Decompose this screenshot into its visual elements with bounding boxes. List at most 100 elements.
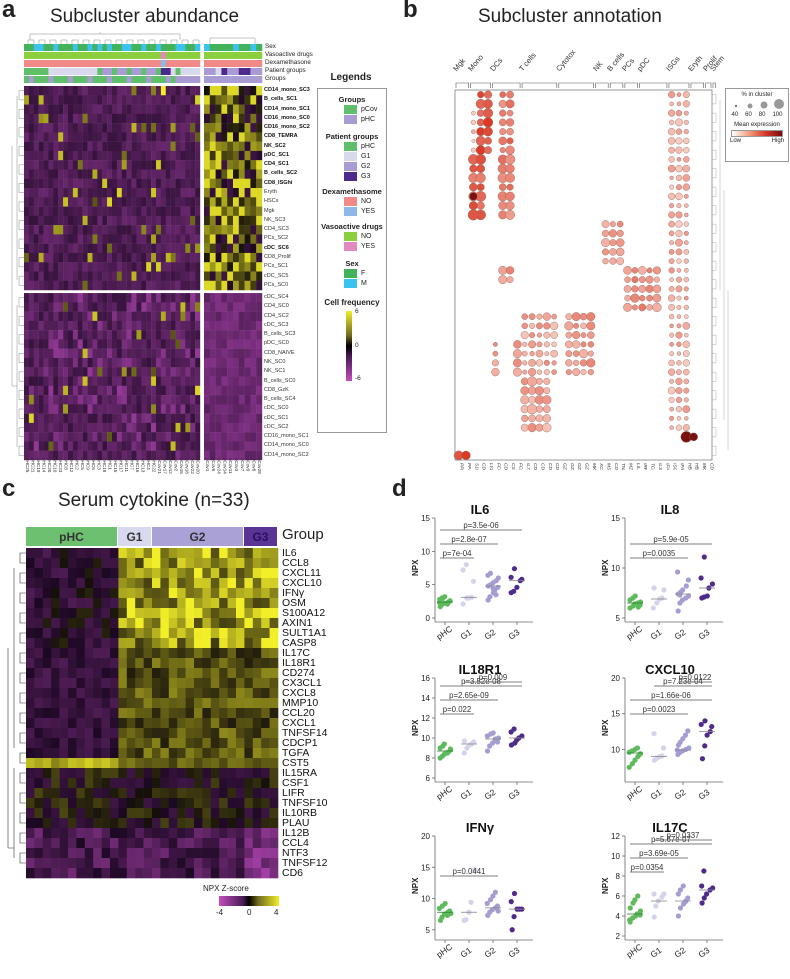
cytokine-row-label: OSM xyxy=(282,597,306,609)
legend-patient-groups-title: Patient groups xyxy=(325,132,379,141)
svg-text:pHC15: pHC15 xyxy=(113,458,118,473)
abundance-row-label: CD16_mono_SC2 xyxy=(264,124,310,131)
abundance-row-label: HSCs xyxy=(264,198,279,205)
abundance-row-label: cDC_SC2 xyxy=(264,423,289,430)
svg-text:pCov17: pCov17 xyxy=(163,458,168,474)
cytokine-row-label: CASP8 xyxy=(282,637,317,649)
cytokine-row-label: NTF3 xyxy=(282,847,309,859)
svg-text:NPX: NPX xyxy=(411,559,420,576)
group-bar-g1: G1 xyxy=(117,527,152,546)
svg-text:pCov28: pCov28 xyxy=(257,458,262,474)
svg-text:5: 5 xyxy=(616,614,621,623)
svg-text:GZMH: GZMH xyxy=(576,463,582,470)
abundance-row-label: cDC_SC3 xyxy=(264,321,289,328)
svg-text:XCL1: XCL1 xyxy=(598,462,604,470)
svg-text:G2: G2 xyxy=(672,627,687,642)
cell-frequency-colorbar xyxy=(346,311,352,381)
annotation-track-label: Dexamethasone xyxy=(265,59,311,66)
cytokine-row-label: IFNγ xyxy=(282,587,305,599)
abundance-row-label: NK_SC2 xyxy=(264,142,286,149)
svg-text:NPX: NPX xyxy=(601,877,610,894)
svg-text:pHC22: pHC22 xyxy=(152,458,157,473)
svg-text:pHC19: pHC19 xyxy=(36,458,41,473)
svg-text:CD3E: CD3E xyxy=(532,463,538,470)
abundance-row-label: Mgk xyxy=(264,207,275,214)
panel-a-label: a xyxy=(2,0,16,23)
panel-d-label: d xyxy=(392,475,407,502)
cytokine-row-label: TNFSF12 xyxy=(282,857,328,869)
p-value-label: p=0.0035 xyxy=(643,549,676,558)
svg-text:pCov22: pCov22 xyxy=(190,458,195,474)
abundance-row-label: CD4_SC0 xyxy=(264,303,289,310)
svg-text:0: 0 xyxy=(426,614,431,623)
p-value-label: p=0.0441 xyxy=(453,867,486,876)
dotplot-legend: % in cluster 40 60 80 100 Mean expressio… xyxy=(725,88,789,162)
npx-zscore-title: NPX Z-score xyxy=(203,884,249,893)
legend-item: YES xyxy=(344,206,386,216)
svg-text:pHC20: pHC20 xyxy=(47,458,52,473)
svg-text:NPX: NPX xyxy=(601,719,610,736)
annotation-track-label: Groups xyxy=(265,75,286,82)
abundance-row-label: B_cells_SC4 xyxy=(264,396,296,403)
plot-title: IFNγ xyxy=(466,820,495,835)
svg-text:pHC25: pHC25 xyxy=(25,458,30,473)
svg-text:pHC3: pHC3 xyxy=(97,458,102,470)
abundance-row-label: CD14_mono_SC1 xyxy=(264,105,310,112)
panel-b-title: Subcluster annotation xyxy=(478,6,662,27)
abundance-row-label: CD14_mono_SC2 xyxy=(264,451,309,458)
svg-text:G1: G1 xyxy=(648,627,663,642)
p-value-label: p=3.69e-05 xyxy=(639,849,679,858)
annotation-track-label: Vasoactive drugs xyxy=(265,51,313,58)
svg-text:pCov14: pCov14 xyxy=(222,458,227,474)
group-bar-g3: G3 xyxy=(243,527,278,546)
abundance-row-label: CD16_mono_SC0 xyxy=(264,114,310,121)
svg-text:8: 8 xyxy=(426,754,431,763)
svg-text:CD8A: CD8A xyxy=(547,463,553,470)
panel-c-title: Serum cytokine (n=33) xyxy=(58,490,250,511)
cytokine-row-label: IL12B xyxy=(282,827,310,839)
plot-title: IL18R1 xyxy=(459,662,502,677)
abundance-row-label: CD4_SC3 xyxy=(264,226,289,233)
svg-text:pCov3: pCov3 xyxy=(234,458,239,472)
cytokine-row-label: CXCL11 xyxy=(282,567,321,579)
svg-text:pCov1: pCov1 xyxy=(205,458,210,472)
svg-text:pHC13: pHC13 xyxy=(141,458,146,473)
svg-text:pHC: pHC xyxy=(434,624,454,642)
svg-text:S100A8: S100A8 xyxy=(473,463,479,470)
legend-item: G2 xyxy=(344,161,386,171)
p-value-label: p=0.0023 xyxy=(643,705,676,714)
svg-text:pCov7: pCov7 xyxy=(240,458,245,472)
svg-text:IL7R: IL7R xyxy=(525,463,531,470)
svg-text:G3: G3 xyxy=(506,627,521,642)
cytokine-row-label: CD274 xyxy=(282,667,315,679)
svg-text:G3: G3 xyxy=(506,787,521,802)
cytokine-row-label: CCL8 xyxy=(282,557,309,569)
svg-text:CD8B: CD8B xyxy=(554,463,560,470)
abundance-legend: Groups pCov pHC Patient groups pHC G1 G2… xyxy=(317,88,387,433)
cytokine-row-label: CX3CL1 xyxy=(282,677,322,689)
svg-text:NPX: NPX xyxy=(411,877,420,894)
cytokine-row-label: CCL20 xyxy=(282,707,315,719)
legend-item: G1 xyxy=(344,151,386,161)
group-bar-g2: G2 xyxy=(152,527,244,546)
svg-text:pHC12: pHC12 xyxy=(69,458,74,473)
abundance-row-label: CD4_SC2 xyxy=(264,312,289,319)
svg-text:pHC10: pHC10 xyxy=(53,458,58,473)
svg-text:MS4A1: MS4A1 xyxy=(606,463,612,470)
svg-text:pCov9: pCov9 xyxy=(246,458,251,472)
svg-text:MKI67: MKI67 xyxy=(591,463,597,470)
svg-text:pHC: pHC xyxy=(434,942,454,960)
svg-text:8: 8 xyxy=(616,872,621,881)
legend-groups-title: Groups xyxy=(338,95,366,104)
cytokine-row-label: CD6 xyxy=(282,867,304,879)
p-value-label: p=3.5e-06 xyxy=(463,521,498,530)
size-legend-title: % in cluster xyxy=(741,92,773,98)
abundance-row-label: B_cells_SC0 xyxy=(264,377,296,384)
panel-b-label: b xyxy=(403,0,418,23)
p-value-label: p=0.0122 xyxy=(679,673,712,682)
cytokine-row-label: CST5 xyxy=(282,757,309,769)
svg-text:5: 5 xyxy=(426,581,431,590)
svg-text:pHC9: pHC9 xyxy=(86,458,91,470)
svg-text:G3: G3 xyxy=(696,787,711,802)
